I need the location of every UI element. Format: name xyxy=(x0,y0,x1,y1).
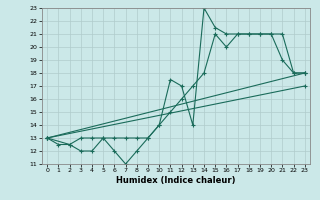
X-axis label: Humidex (Indice chaleur): Humidex (Indice chaleur) xyxy=(116,176,236,185)
